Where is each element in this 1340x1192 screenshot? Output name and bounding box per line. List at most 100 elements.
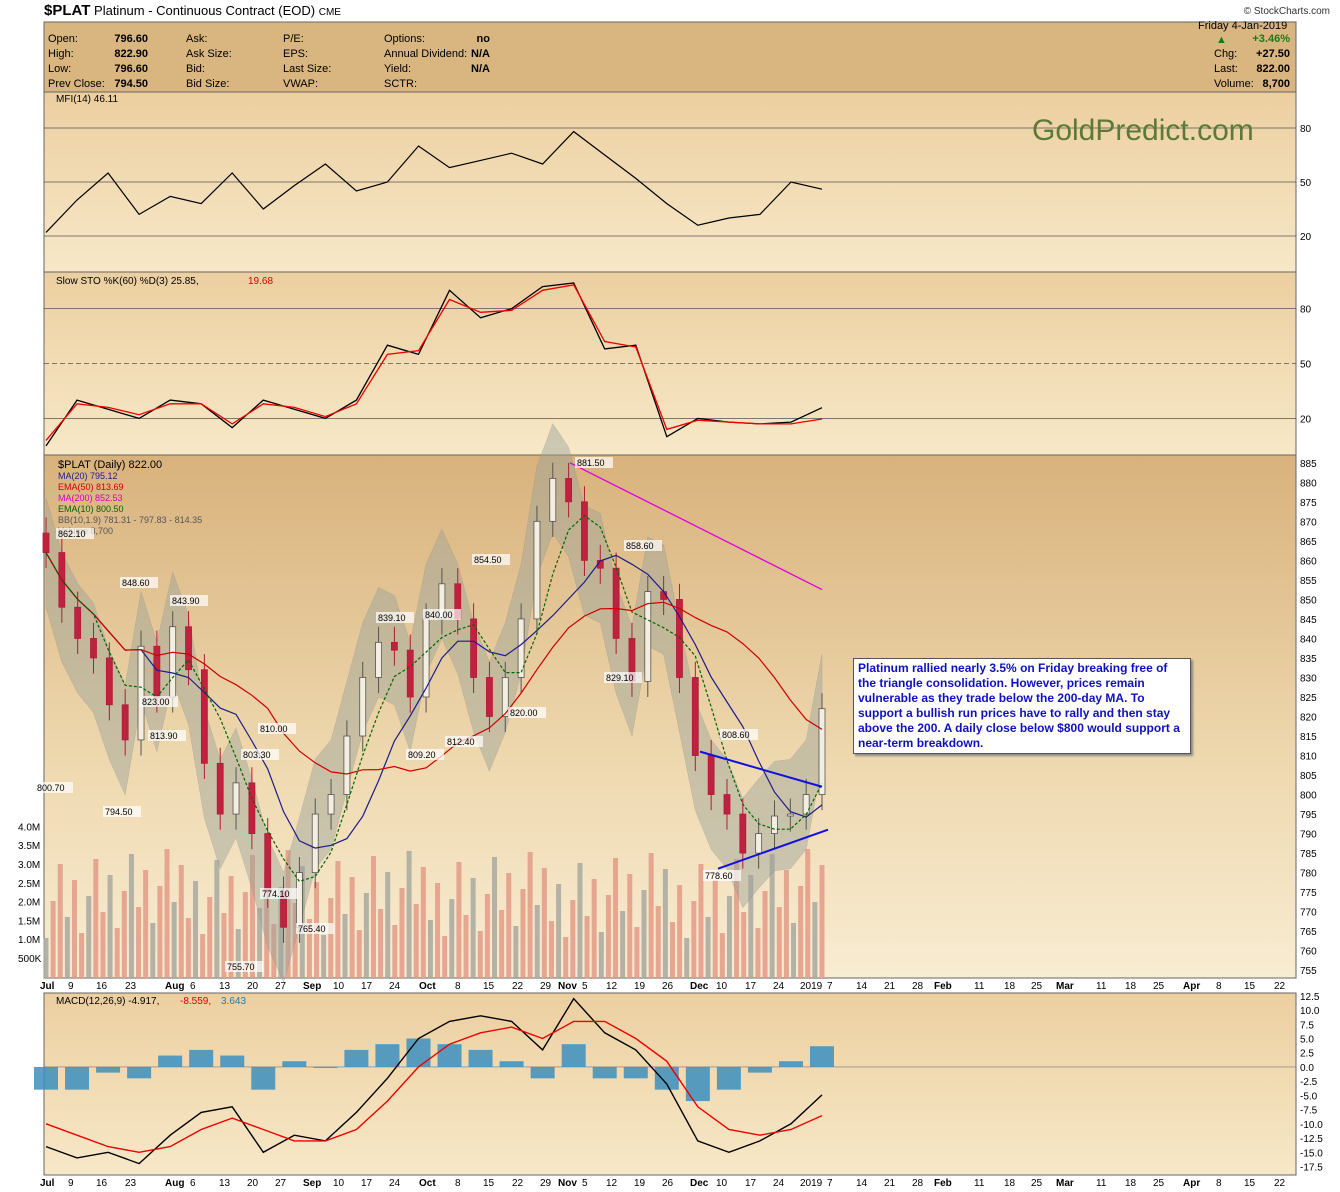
- macd-line: [45, 997, 823, 1165]
- price-label-bg: [140, 696, 178, 707]
- volume-bar: [499, 910, 505, 978]
- pe-label: P/E:: [283, 33, 304, 45]
- price-label: 862.10: [58, 529, 86, 539]
- volume-bar: [677, 885, 683, 978]
- price-tick-label: 765: [1300, 927, 1317, 938]
- volume-bar: [442, 936, 448, 978]
- price-label-bg: [720, 729, 758, 740]
- candle-body: [581, 501, 588, 561]
- yield-label: Yield:: [384, 63, 412, 75]
- price-x-label: 23: [125, 981, 137, 992]
- volume-bar: [392, 925, 398, 978]
- volume-bar: [349, 877, 355, 978]
- price-x-label: 19: [634, 981, 646, 992]
- volume-bar: [712, 880, 718, 978]
- mfi-legend: MFI(14) 46.11: [56, 94, 118, 105]
- macd-histogram-bar: [716, 1066, 741, 1090]
- volume-bar: [669, 922, 675, 978]
- candle-body: [121, 704, 129, 741]
- volume-bar: [114, 928, 120, 978]
- price-x-label: 18: [1004, 981, 1016, 992]
- volume-bar: [370, 856, 376, 978]
- macd-x-label: Mar: [1056, 1178, 1074, 1189]
- volume-label: Volume:: [1214, 78, 1254, 90]
- volume-bar: [292, 903, 298, 978]
- volume-tick-label: 3.5M: [18, 841, 40, 852]
- price-x-label: Jul: [40, 981, 55, 992]
- price-tick-label: 860: [1300, 556, 1317, 567]
- price-x-label: 8: [455, 981, 461, 992]
- price-x-label: 25: [1031, 981, 1043, 992]
- macd-histogram-bar: [530, 1066, 555, 1079]
- volume-tick-label: 4.0M: [18, 822, 40, 833]
- volume-tick-label: 3.0M: [18, 860, 40, 871]
- price-x-label: 17: [745, 981, 757, 992]
- macd-x-label: 18: [1004, 1178, 1016, 1189]
- price-label: 840.00: [425, 610, 453, 620]
- volume-bar: [399, 888, 405, 978]
- price-label-bg: [258, 723, 296, 734]
- macd-x-label: 28: [912, 1178, 924, 1189]
- price-x-label: Dec: [690, 981, 709, 992]
- macd-x-label: 10: [716, 1178, 728, 1189]
- volume-bar: [335, 861, 341, 978]
- candle-body: [486, 677, 493, 717]
- last-value: 822.00: [1256, 63, 1290, 75]
- high-value: 822.90: [114, 48, 148, 60]
- volume-bar: [662, 869, 668, 978]
- price-label-bg: [225, 961, 263, 972]
- price-label-bg: [604, 672, 642, 683]
- volume-bar: [620, 911, 626, 978]
- price-label: 810.00: [260, 724, 288, 734]
- macd-histogram-bar: [313, 1066, 338, 1068]
- volume-bar: [762, 891, 768, 978]
- price-label-bg: [703, 870, 741, 881]
- macd-x-label: 21: [884, 1178, 896, 1189]
- volume-bar: [805, 849, 811, 978]
- price-tick-label: 825: [1300, 693, 1317, 704]
- price-x-label: 6: [190, 981, 196, 992]
- price-x-label: 14: [856, 981, 868, 992]
- volume-bar: [121, 891, 127, 978]
- volume-bar: [86, 896, 92, 978]
- price-tick-label: 820: [1300, 713, 1317, 724]
- price-label: 765.40: [298, 924, 326, 934]
- macd-tick-label: -12.5: [1300, 1134, 1323, 1145]
- macd-tick-label: -5.0: [1300, 1091, 1318, 1102]
- price-tick-label: 865: [1300, 537, 1317, 548]
- macd-histogram-bar: [127, 1066, 152, 1079]
- macd-signal-legend: -8.559,: [180, 996, 211, 1007]
- last-label: Last:: [1214, 63, 1238, 75]
- macd-x-label: 7: [827, 1178, 833, 1189]
- volume-bar: [641, 890, 647, 978]
- price-tick-label: 800: [1300, 791, 1317, 802]
- macd-x-label: 24: [389, 1178, 401, 1189]
- volume-bar: [470, 878, 476, 978]
- price-label: 778.60: [705, 871, 733, 881]
- price-label: 881.50: [577, 458, 605, 468]
- price-label: 755.70: [227, 962, 255, 972]
- price-tick-label: 885: [1300, 459, 1317, 470]
- macd-x-label: 24: [773, 1178, 785, 1189]
- up-arrow-icon: ▲: [1216, 34, 1227, 46]
- ask-label: Ask:: [186, 33, 208, 45]
- price-tick-label: 790: [1300, 830, 1317, 841]
- macd-histogram-bar: [623, 1066, 648, 1079]
- volume-bar: [228, 876, 234, 978]
- macd-x-label: Oct: [419, 1178, 436, 1189]
- macd-tick-label: -15.0: [1300, 1148, 1323, 1159]
- macd-histogram-bar: [189, 1049, 214, 1067]
- volume-bar: [477, 931, 483, 978]
- candle-body: [343, 735, 351, 795]
- macd-histogram-bar: [251, 1066, 276, 1090]
- volume-bar: [741, 912, 747, 978]
- candle-body: [359, 677, 367, 737]
- volume-bar: [342, 914, 348, 978]
- volume-bar: [235, 929, 241, 978]
- header: $PLAT Platinum - Continuous Contract (EO…: [0, 0, 1340, 22]
- candle-body: [137, 645, 145, 741]
- sto-d-line: [45, 284, 823, 441]
- volume-bar: [492, 857, 498, 978]
- price-x-label: 15: [483, 981, 495, 992]
- macd-tick-label: 2.5: [1300, 1049, 1314, 1060]
